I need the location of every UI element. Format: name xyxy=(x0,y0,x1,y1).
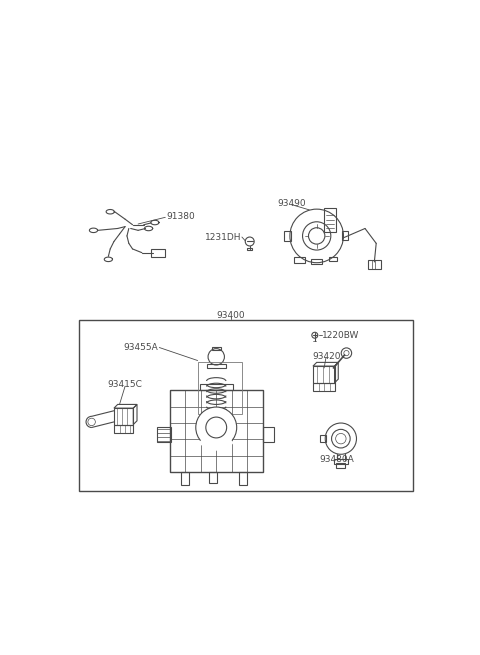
Text: 93420: 93420 xyxy=(313,352,341,360)
Bar xyxy=(248,248,252,250)
Bar xyxy=(294,257,305,263)
Bar xyxy=(263,428,274,442)
Bar xyxy=(324,208,336,232)
Text: 93415C: 93415C xyxy=(108,380,143,389)
Text: 93490: 93490 xyxy=(277,198,306,208)
Bar xyxy=(212,347,221,350)
Text: 93480A: 93480A xyxy=(320,455,355,464)
Bar xyxy=(114,408,133,424)
Bar xyxy=(170,390,263,472)
Text: 1231DH: 1231DH xyxy=(204,233,241,242)
Bar xyxy=(313,366,335,383)
Bar xyxy=(336,463,345,468)
Bar xyxy=(200,384,233,390)
Text: 1220BW: 1220BW xyxy=(322,331,360,340)
Bar xyxy=(239,472,247,485)
Bar xyxy=(151,249,165,257)
Bar xyxy=(312,259,322,264)
Bar xyxy=(284,231,291,242)
Text: 93455A: 93455A xyxy=(124,343,158,352)
Bar xyxy=(206,364,226,368)
Bar xyxy=(329,257,337,261)
Text: 91380: 91380 xyxy=(166,212,195,221)
Bar xyxy=(181,472,189,485)
Bar xyxy=(342,231,348,240)
Bar xyxy=(321,435,326,442)
Bar xyxy=(156,428,171,442)
Bar xyxy=(368,261,381,269)
Bar xyxy=(209,472,217,483)
Bar xyxy=(198,362,242,415)
Bar xyxy=(79,320,413,491)
Bar xyxy=(334,460,348,464)
Circle shape xyxy=(196,407,237,448)
Text: 93400: 93400 xyxy=(217,310,245,320)
Bar xyxy=(313,383,335,391)
Bar xyxy=(114,425,133,433)
